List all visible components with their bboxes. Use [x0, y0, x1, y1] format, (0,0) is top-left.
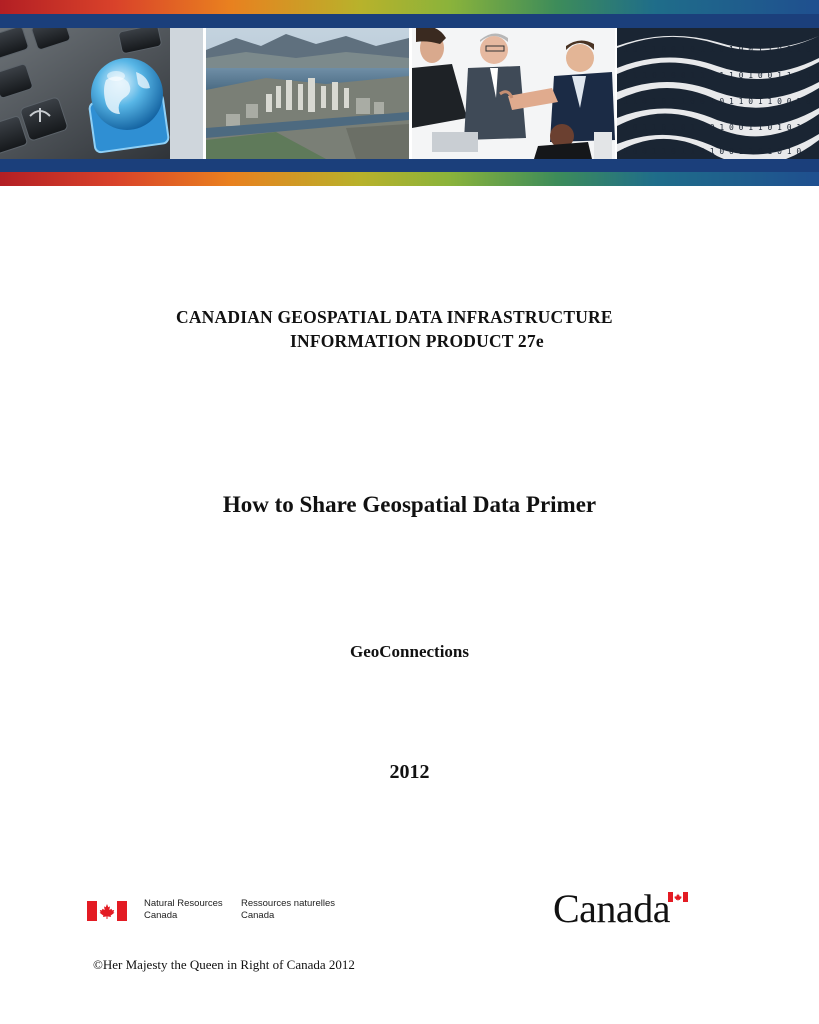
canada-wordmark: Canada [553, 885, 693, 931]
canada-flag-icon [87, 901, 127, 921]
signature-en-line1: Natural Resources [144, 898, 223, 909]
signature-french: Ressources naturelles Canada [241, 898, 335, 922]
organization-name: GeoConnections [350, 642, 469, 661]
series-heading: CANADIAN GEOSPATIAL DATA INFRASTRUCTURE [176, 307, 613, 327]
binary-data-wave-photo: 1 0 1 1 0 0 1 0 1 1 0 1 0 0 1 1 0 1 1 0 … [617, 28, 819, 159]
header-banner: 1 0 1 1 0 0 1 0 1 1 0 1 0 0 1 1 0 1 1 0 … [0, 0, 819, 186]
signature-fr-line2: Canada [241, 910, 275, 921]
banner-blue-band-top [0, 14, 819, 28]
city-aerial-photo [206, 28, 409, 159]
signature-english: Natural Resources Canada [144, 898, 223, 922]
publication-year: 2012 [389, 761, 430, 783]
svg-text:0 1 1 0 1 0 0 1 1 0 1 1 0 1 0: 0 1 1 0 1 0 0 1 1 0 1 1 0 1 0 0 1 1 0 1 … [623, 71, 819, 80]
signature-fr-line1: Ressources naturelles [241, 898, 335, 909]
keyboard-globe-photo [0, 28, 203, 159]
svg-text:1 0 0 1 1 0 1 1 0 1 0 0 1 1 0: 1 0 0 1 1 0 1 1 0 1 0 0 1 1 0 1 0 1 0 0 … [623, 147, 819, 156]
document-title: How to Share Geospatial Data Primer [222, 492, 597, 517]
signature-en-line2: Canada [144, 910, 178, 921]
wordmark-flag-icon [668, 892, 688, 902]
business-handshake-photo [412, 28, 615, 159]
svg-text:1 1 0 1 0 1 1 0 0 1 0 1 1 0 1: 1 1 0 1 0 1 1 0 0 1 0 1 1 0 1 1 0 0 1 0 … [623, 97, 819, 106]
banner-color-stripe-bottom [0, 172, 819, 186]
svg-text:0 0 1 1 0 1 0 1 1 0 1 0 0 1 1: 0 0 1 1 0 1 0 1 1 0 1 0 0 1 1 0 1 0 1 1 … [623, 123, 819, 132]
banner-color-stripe-top [0, 0, 819, 14]
copyright-notice: ©Her Majesty the Queen in Right of Canad… [93, 957, 355, 972]
canada-wordmark-text: Canada [553, 886, 670, 931]
banner-blue-band-bottom [0, 159, 819, 172]
svg-text:1 0 1 1 0 0 1 0 1 1 0 1 0 0 1: 1 0 1 1 0 0 1 0 1 1 0 1 0 0 1 1 0 1 1 0 … [623, 45, 819, 54]
product-number-heading: INFORMATION PRODUCT 27e [290, 331, 544, 351]
